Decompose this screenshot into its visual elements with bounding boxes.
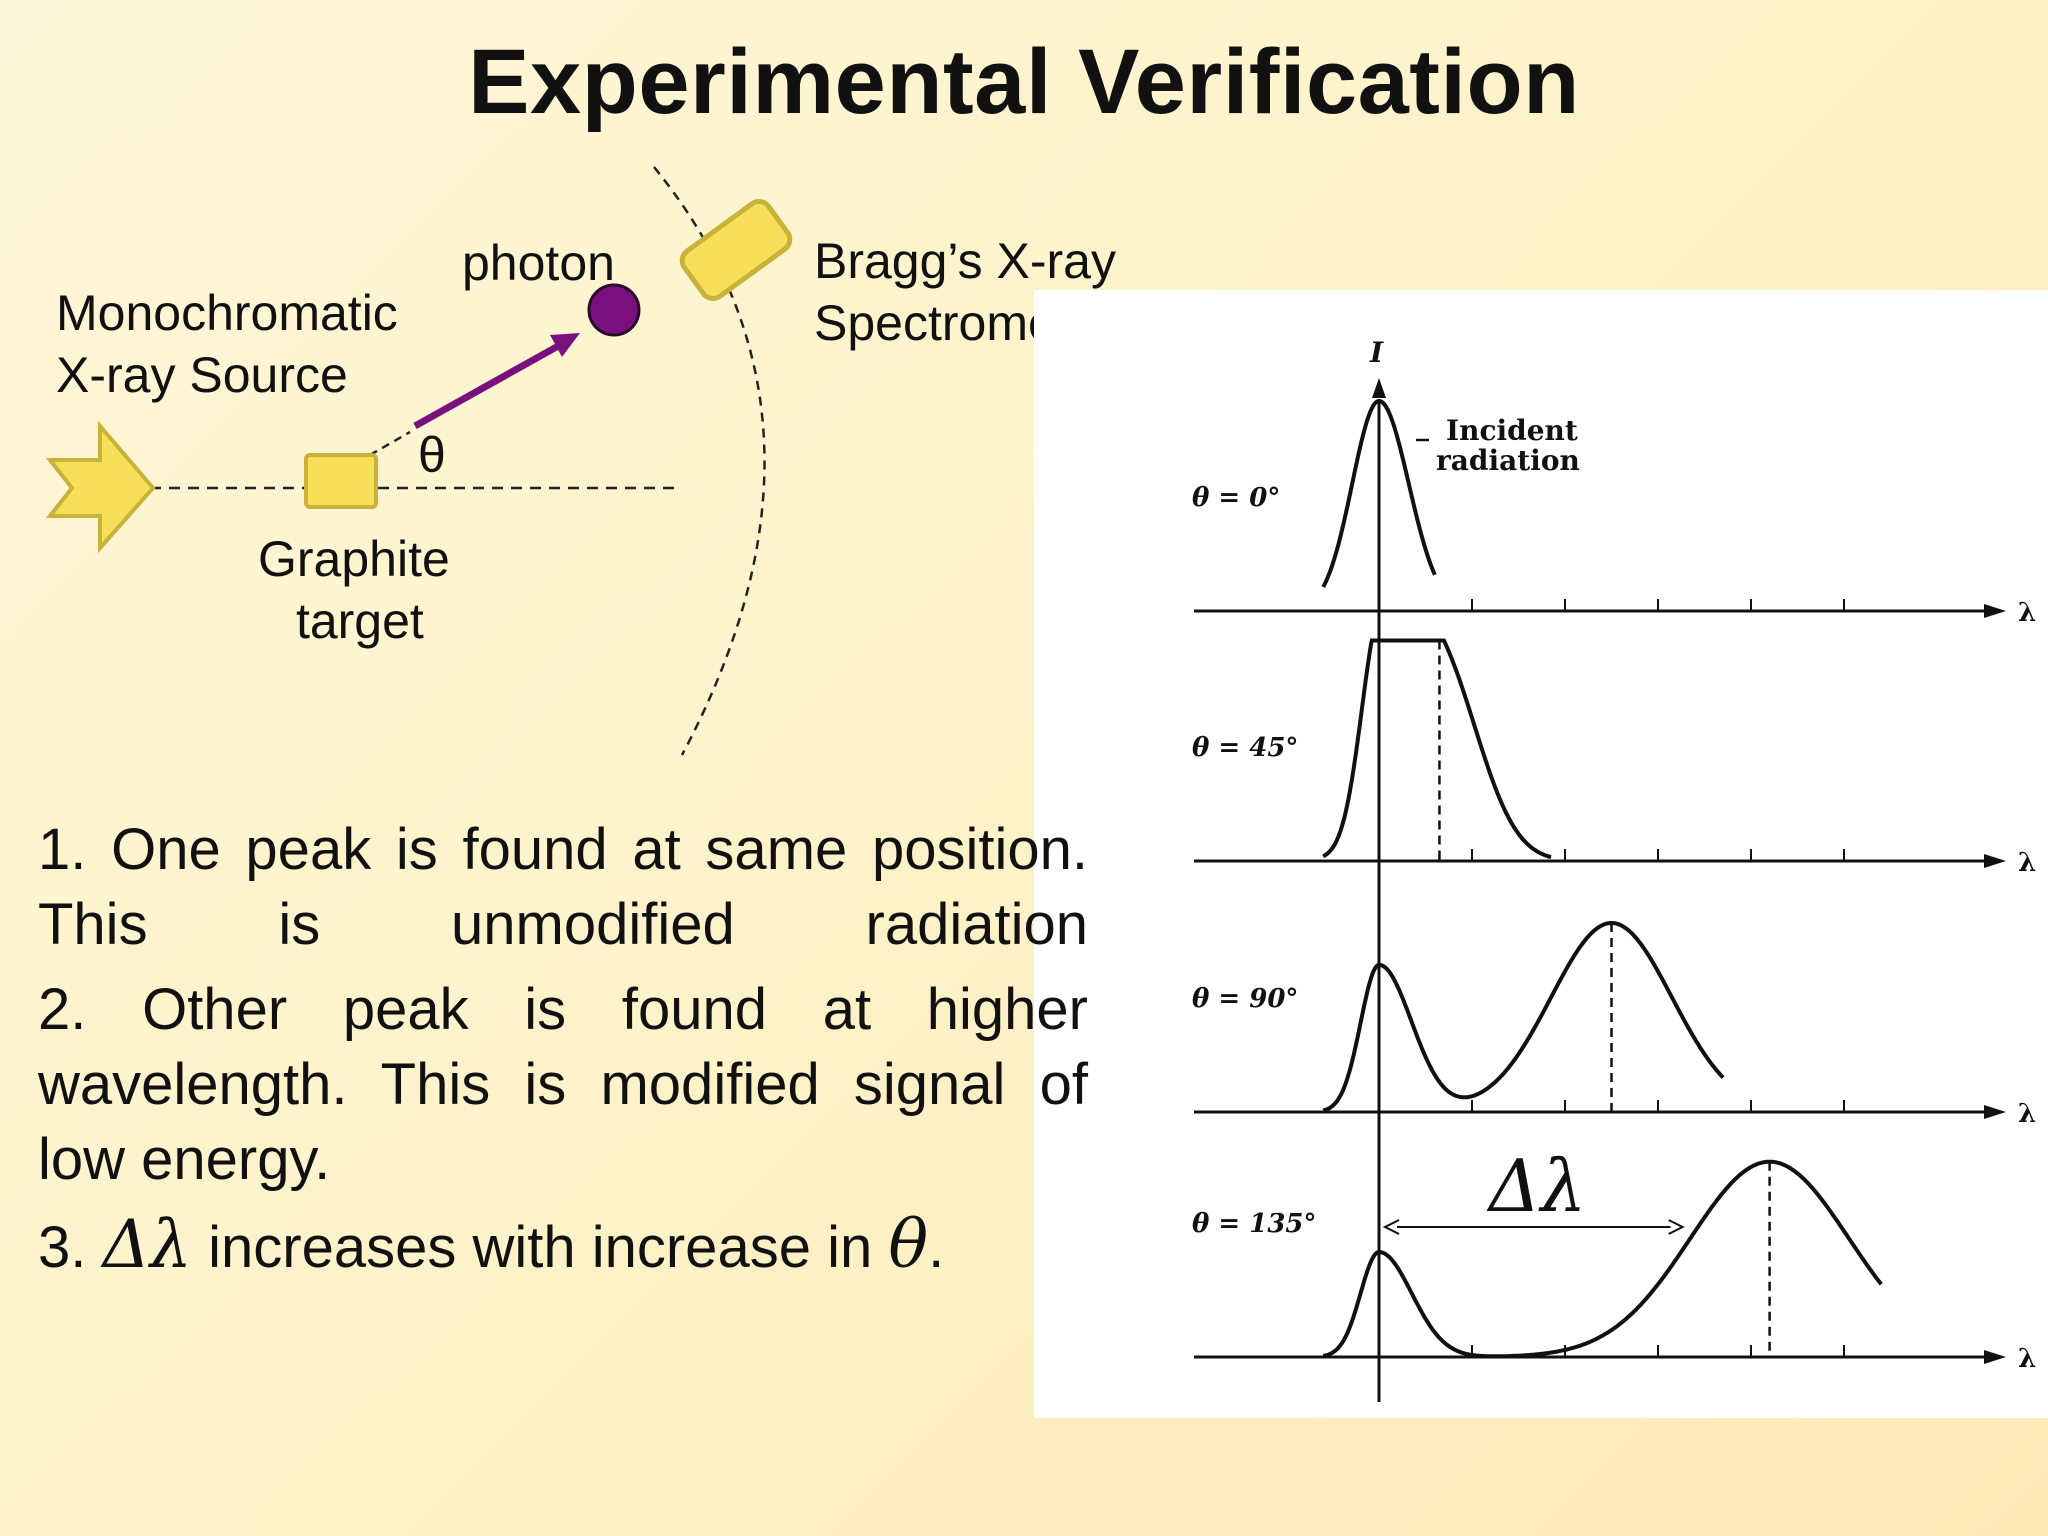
angle-label: θ = 45° — [1192, 733, 1298, 763]
target-label-line2: target — [295, 593, 424, 649]
observation-2-number: 2. — [38, 977, 87, 1042]
theta-symbol: θ — [888, 1206, 929, 1283]
source-label-line1: Monochromatic — [56, 285, 398, 341]
graphite-target-shape — [304, 453, 378, 509]
delta-lambda-arrowhead-right — [1668, 1219, 1685, 1235]
observation-3-text: increases with increase in — [208, 1215, 873, 1280]
angle-label: θ = 0° — [1192, 483, 1280, 513]
spectrum-curve — [1322, 638, 1552, 860]
angle-label: θ = 90° — [1192, 984, 1298, 1014]
observation-1-number: 1. — [38, 817, 87, 882]
target-label-line1: Graphite — [258, 531, 450, 587]
compton-spectra-chart: I λ θ = 0° λ θ = 45° λ θ = 90° λ θ = 135° Δλ Inc… — [1192, 336, 2036, 1402]
delta-lambda-symbol: Δλ — [102, 1206, 193, 1283]
incident-label-line1: Incident — [1446, 414, 1578, 447]
wavelength-axis-arrowhead — [1984, 1350, 2006, 1364]
incident-label-line2: radiation — [1436, 444, 1580, 477]
wavelength-axis-arrowhead — [1984, 854, 2006, 868]
observation-1-text: One peak is found at same position. This… — [38, 817, 1088, 957]
photon-arrow — [413, 341, 562, 430]
xray-source-shape — [45, 420, 156, 554]
spectrum-curve — [1322, 1159, 1883, 1359]
page-title: Experimental Verification — [468, 31, 1580, 133]
observation-3-period: . — [928, 1215, 945, 1280]
spectrometer-detector-shape — [679, 199, 793, 301]
wavelength-axis-label: λ — [2018, 848, 2036, 878]
delta-lambda-arrowhead-left — [1382, 1219, 1400, 1235]
observation-2: 2. Other peak is found at higher wavelen… — [38, 972, 1088, 1197]
target-label: Graphite target — [258, 528, 450, 652]
wavelength-axis-label: λ — [2018, 1344, 2036, 1374]
observation-2-text: Other peak is found at higher wavelength… — [38, 977, 1088, 1192]
intensity-axis-arrowhead — [1372, 378, 1386, 398]
observation-1: 1. One peak is found at same position. T… — [38, 812, 1088, 962]
angle-label: θ = 135° — [1192, 1209, 1317, 1239]
photon-label: photon — [462, 235, 615, 291]
observation-3: 3. Δλ increases with increase in θ. — [38, 1207, 1088, 1285]
observations-list: 1. One peak is found at same position. T… — [38, 812, 1088, 1295]
compton-spectra-panel: I λ θ = 0° λ θ = 45° λ θ = 90° λ θ = 135° Δλ Inc… — [1034, 290, 2048, 1418]
compton-setup-diagram — [45, 166, 793, 756]
photon-arrowhead — [550, 333, 580, 357]
scattered-beam-line — [369, 430, 411, 457]
source-label: Monochromatic X-ray Source — [56, 282, 398, 406]
delta-lambda-label: Δλ — [1486, 1144, 1587, 1228]
photon-circle — [587, 283, 641, 337]
spectrometer-label-line1: Bragg’s X-ray — [814, 233, 1116, 289]
theta-label: θ — [418, 427, 446, 483]
wavelength-axis-arrowhead — [1984, 1105, 2006, 1119]
spectrum-curve — [1322, 921, 1725, 1113]
wavelength-axis-arrowhead — [1984, 604, 2006, 618]
source-label-line2: X-ray Source — [56, 347, 348, 403]
wavelength-axis-label: λ — [2018, 598, 2036, 628]
intensity-axis-label: I — [1369, 336, 1384, 369]
observation-3-number: 3. — [38, 1215, 87, 1280]
wavelength-axis-label: λ — [2018, 1099, 2036, 1129]
spectrum-curve — [1321, 399, 1437, 588]
spectra-panels: λ θ = 0° λ θ = 45° λ θ = 90° λ θ = 135° Δλ — [1192, 399, 2036, 1374]
